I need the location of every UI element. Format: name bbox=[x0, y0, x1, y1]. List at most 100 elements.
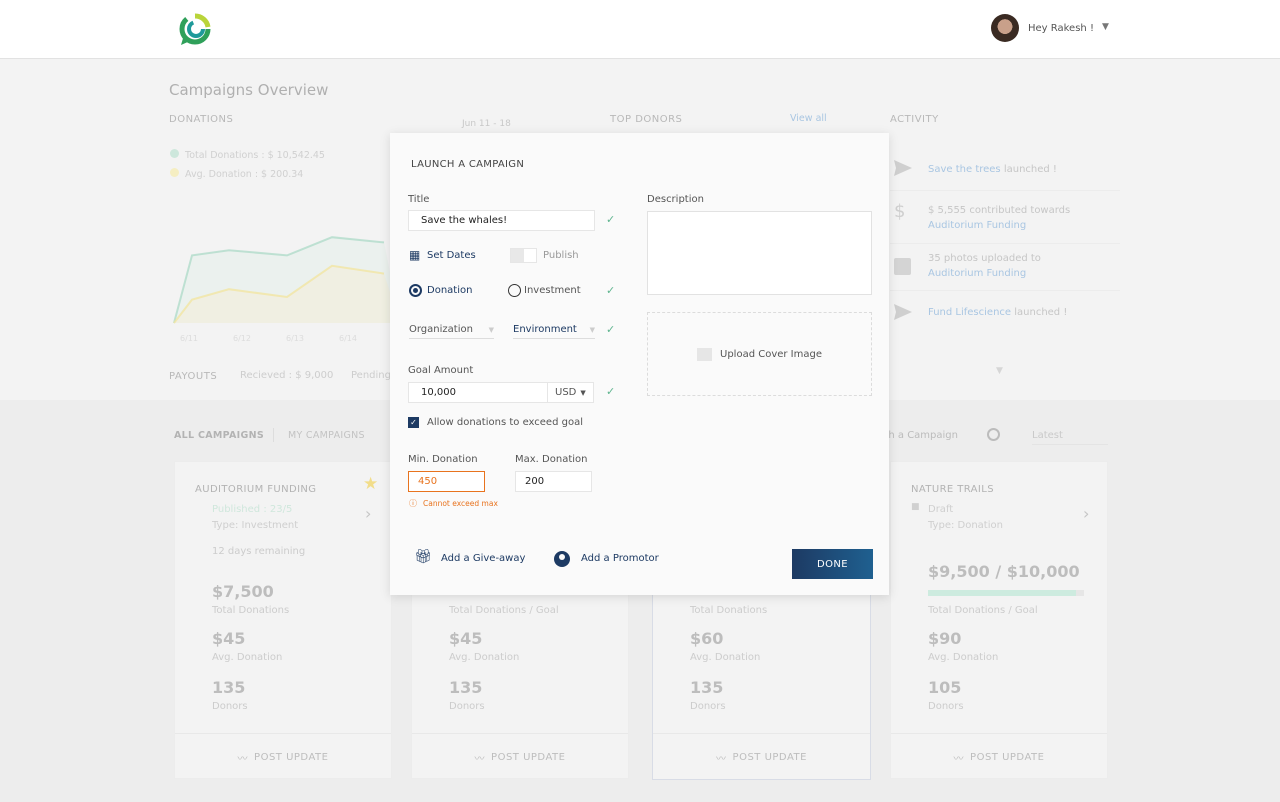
check-icon: ✓ bbox=[606, 385, 616, 398]
description-textarea[interactable] bbox=[647, 211, 872, 295]
rss-icon: 〰 bbox=[237, 753, 249, 765]
activity-item: Fund Lifescience launched ! bbox=[928, 307, 1068, 318]
divider bbox=[890, 243, 1120, 244]
publish-label: Publish bbox=[543, 250, 579, 261]
caret-down-icon: ▼ bbox=[488, 325, 494, 334]
rss-icon: 〰 bbox=[474, 753, 486, 765]
payouts-received: Recieved : $ 9,000 bbox=[240, 370, 334, 381]
radio-donation-label[interactable]: Donation bbox=[427, 285, 473, 296]
upload-cover-image[interactable]: Upload Cover Image bbox=[647, 312, 872, 396]
check-icon: ✓ bbox=[606, 323, 616, 336]
max-donation-input[interactable]: 200 bbox=[515, 471, 592, 492]
check-icon: ✓ bbox=[606, 213, 616, 226]
series-area bbox=[174, 265, 400, 323]
x-tick-label: 6/13 bbox=[286, 334, 304, 343]
x-tick-label: 6/11 bbox=[180, 334, 198, 343]
activity-item: Save the trees launched ! bbox=[928, 164, 1057, 175]
caret-down-icon[interactable]: ▼ bbox=[1102, 22, 1109, 32]
avg-value: $45 bbox=[212, 629, 246, 648]
search-icon[interactable] bbox=[987, 428, 1000, 441]
done-button[interactable]: DONE bbox=[792, 549, 873, 579]
image-icon bbox=[697, 347, 712, 361]
allow-exceed-label[interactable]: Allow donations to exceed goal bbox=[427, 417, 583, 428]
caret-down-icon: ▼ bbox=[580, 388, 586, 397]
activity-item: $ 5,555 contributed towards Auditorium Fu… bbox=[928, 205, 1071, 231]
add-giveaway-button[interactable]: Add a Give-away bbox=[441, 553, 526, 564]
star-icon[interactable]: ★ bbox=[363, 474, 379, 494]
total-value: $9,500 / $10,000 bbox=[928, 562, 1080, 581]
donations-label: DONATIONS bbox=[169, 114, 234, 125]
send-icon bbox=[894, 160, 912, 176]
set-dates-button[interactable]: Set Dates bbox=[427, 250, 476, 261]
days-remaining: 12 days remaining bbox=[212, 546, 306, 557]
add-promotor-button[interactable]: Add a Promotor bbox=[581, 553, 659, 564]
search-input[interactable]: Search a Campaign bbox=[860, 430, 958, 441]
divider bbox=[890, 190, 1120, 191]
x-tick-label: 6/14 bbox=[339, 334, 357, 343]
tab-my-campaigns[interactable]: MY CAMPAIGNS bbox=[288, 430, 365, 441]
rss-icon: 〰 bbox=[953, 753, 965, 765]
divider bbox=[273, 428, 274, 442]
divider bbox=[890, 290, 1120, 291]
save-icon: ■ bbox=[911, 502, 920, 512]
sort-select[interactable]: Latest bbox=[1032, 430, 1108, 445]
progress-bar bbox=[928, 590, 1084, 596]
title-label: Title bbox=[408, 194, 430, 205]
page-title: Campaigns Overview bbox=[169, 81, 329, 99]
swirl-logo[interactable] bbox=[178, 13, 212, 47]
min-donation-input[interactable]: 450 bbox=[408, 471, 485, 492]
chevron-down-icon[interactable]: ▼ bbox=[996, 366, 1003, 376]
avatar[interactable] bbox=[991, 14, 1019, 42]
status: Draft bbox=[928, 504, 954, 515]
post-update-button[interactable]: 〰 POST UPDATE bbox=[653, 733, 870, 780]
post-update-button[interactable]: 〰 POST UPDATE bbox=[891, 733, 1107, 780]
radio-donation[interactable] bbox=[409, 284, 422, 297]
user-icon[interactable] bbox=[554, 551, 570, 567]
currency-select[interactable]: USD ▼ bbox=[547, 382, 594, 403]
donations-chart: 6/116/126/136/146/15 bbox=[173, 236, 400, 343]
progress-fill bbox=[928, 590, 1077, 596]
campaign-card[interactable]: AUDITORIUM FUNDING ★ Published : 23/5 Typ… bbox=[174, 461, 392, 779]
date-range-select[interactable]: Jun 11 - 18 bbox=[462, 119, 511, 129]
type: Type: Investment bbox=[212, 520, 299, 531]
goal-label: Goal Amount bbox=[408, 365, 474, 376]
top-donors-label: TOP DONORS bbox=[610, 114, 683, 125]
launch-campaign-modal: LAUNCH A CAMPAIGN Title Save the whales!… bbox=[390, 133, 889, 595]
type: Type: Donation bbox=[928, 520, 1003, 531]
min-donation-label: Min. Donation bbox=[408, 454, 478, 465]
description-label: Description bbox=[647, 194, 704, 205]
payouts-pending: Pending bbox=[351, 370, 391, 381]
donors-value: 135 bbox=[212, 678, 246, 697]
error-icon: ⓘ bbox=[409, 499, 417, 508]
x-tick-label: 6/12 bbox=[233, 334, 251, 343]
allow-exceed-checkbox[interactable]: ✓ bbox=[408, 417, 419, 428]
gift-icon[interactable]: 🎁︎ bbox=[414, 549, 432, 565]
rss-icon: 〰 bbox=[716, 753, 727, 765]
image-icon bbox=[894, 258, 911, 275]
post-update-button[interactable]: 〰 POST UPDATE bbox=[175, 733, 391, 780]
category-select[interactable]: Environment ▼ bbox=[513, 324, 595, 339]
goal-input[interactable]: 10,000 bbox=[408, 382, 548, 403]
dollar-icon: $ bbox=[894, 201, 906, 222]
tab-all-campaigns[interactable]: ALL CAMPAIGNS bbox=[174, 430, 265, 441]
send-icon bbox=[894, 304, 912, 320]
top-bar: Hey Rakesh ! ▼ bbox=[0, 0, 1280, 59]
chevron-right-icon[interactable]: › bbox=[1083, 504, 1090, 523]
activity-label: ACTIVITY bbox=[890, 114, 939, 125]
campaign-card[interactable]: NATURE TRAILS ■ Draft Type: Donation › $9… bbox=[890, 461, 1108, 779]
payouts-label: PAYOUTS bbox=[169, 371, 218, 382]
title-input[interactable]: Save the whales! bbox=[408, 210, 595, 231]
radio-investment[interactable] bbox=[508, 284, 521, 297]
organization-select[interactable]: Organization ▼ bbox=[409, 324, 494, 339]
publish-toggle[interactable] bbox=[510, 248, 537, 263]
chart-legend: Total Donations : $ 10,542.45 Avg. Donat… bbox=[170, 146, 325, 184]
chevron-right-icon[interactable]: › bbox=[365, 504, 372, 523]
radio-investment-label[interactable]: Investment bbox=[524, 285, 581, 296]
check-icon: ✓ bbox=[606, 284, 616, 297]
calendar-icon[interactable]: ▦ bbox=[409, 248, 421, 262]
view-all-link[interactable]: View all bbox=[790, 113, 827, 124]
user-greeting[interactable]: Hey Rakesh ! bbox=[1028, 23, 1094, 34]
min-donation-error: Cannot exceed max bbox=[423, 499, 498, 508]
series-line bbox=[173, 236, 385, 324]
post-update-button[interactable]: 〰 POST UPDATE bbox=[412, 733, 628, 780]
